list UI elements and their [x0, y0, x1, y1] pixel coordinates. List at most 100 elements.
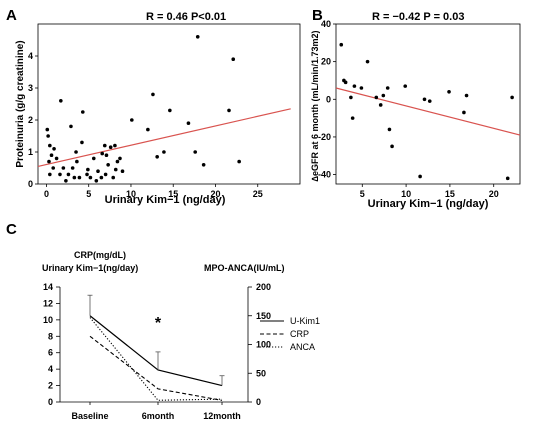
data-point — [99, 175, 104, 180]
data-point — [59, 99, 63, 103]
y-tick-label: -40 — [318, 170, 331, 180]
chart-a-title: R = 0.46 P<0.01 — [146, 11, 226, 23]
data-point — [385, 86, 390, 90]
right-y-tick-label: 200 — [256, 282, 271, 292]
data-point — [505, 176, 510, 181]
data-point — [61, 166, 66, 170]
x-tick-label: 12month — [203, 411, 241, 421]
left-y-tick-label: 10 — [43, 315, 53, 325]
y-tick-label: 1 — [28, 147, 33, 157]
data-point — [64, 179, 68, 183]
data-point — [66, 172, 71, 177]
chart-b-ylabel: ∆eGFR at 6 month (mL/min/1.73m2) — [310, 30, 320, 181]
x-tick-label: 20 — [210, 189, 220, 199]
y-tick-label: 4 — [28, 51, 33, 61]
data-point — [227, 108, 231, 113]
x-tick-label: 15 — [445, 189, 455, 199]
data-point — [418, 174, 422, 179]
chart-c-left-label-1: CRP(mg/dL) — [74, 250, 126, 260]
panel-label-b: B — [312, 7, 323, 24]
chart-c-legend: U-Kim1 CRP ANCA — [260, 316, 320, 352]
x-tick-label: 20 — [489, 189, 499, 199]
data-point — [462, 110, 466, 115]
data-point — [427, 99, 432, 103]
data-point — [74, 150, 78, 154]
chart-b-frame — [335, 23, 521, 185]
data-point — [86, 167, 90, 172]
y-tick-label: 3 — [28, 83, 33, 93]
right-y-tick-label: 50 — [256, 368, 266, 378]
data-point — [365, 59, 370, 64]
data-point — [352, 84, 357, 88]
data-point — [48, 143, 52, 148]
data-point — [130, 118, 134, 122]
data-point — [237, 159, 241, 164]
data-point — [447, 89, 451, 94]
panel-label-a: A — [6, 7, 17, 24]
data-point — [113, 167, 118, 172]
data-point — [80, 110, 85, 114]
data-point — [359, 86, 364, 90]
left-y-tick-label: 8 — [48, 331, 53, 341]
left-y-tick-label: 0 — [48, 397, 53, 407]
data-point — [111, 175, 116, 180]
x-tick-label: 5 — [86, 189, 91, 199]
chart-a: R = 0.46 P<0.01 Urinary Kim−1 (ng/day) P… — [15, 11, 301, 206]
chart-a-frame — [37, 23, 301, 185]
legend-label-crp: CRP — [290, 329, 309, 339]
data-point — [155, 155, 159, 159]
data-point — [422, 97, 427, 102]
data-point — [120, 169, 125, 173]
data-point — [85, 172, 89, 177]
left-y-tick-label: 4 — [48, 364, 53, 374]
y-tick-label: -20 — [318, 132, 331, 142]
data-point — [387, 127, 392, 132]
x-tick-label: 10 — [126, 189, 136, 199]
data-point — [464, 93, 469, 98]
data-point — [339, 42, 344, 47]
series-line-crp — [89, 335, 223, 401]
data-point — [77, 175, 82, 180]
data-point — [390, 144, 394, 149]
regression-line — [335, 87, 521, 136]
data-point — [88, 175, 93, 180]
data-point — [146, 127, 150, 132]
right-y-tick-label: 0 — [256, 397, 261, 407]
chart-c-left-label-2: Urinary Kim−1(ng/day) — [42, 263, 138, 273]
data-point — [115, 159, 120, 164]
data-point — [349, 95, 353, 100]
data-point — [52, 147, 56, 151]
data-point — [104, 153, 109, 157]
data-point — [162, 150, 166, 154]
left-y-tick-label: 14 — [43, 282, 53, 292]
regression-line — [37, 108, 291, 167]
data-point — [102, 143, 107, 148]
data-point — [49, 153, 54, 157]
data-point — [80, 140, 84, 145]
x-tick-label: 15 — [168, 189, 178, 199]
x-tick-label: 6month — [142, 411, 175, 421]
legend-label-anca: ANCA — [290, 342, 315, 352]
x-tick-label: 5 — [360, 189, 365, 199]
left-y-tick-label: 6 — [48, 348, 53, 358]
data-point — [48, 172, 52, 177]
data-point — [108, 145, 113, 149]
data-point — [46, 134, 50, 138]
data-point — [118, 156, 122, 161]
data-point — [103, 172, 108, 177]
data-point — [75, 159, 79, 164]
data-point — [51, 166, 56, 170]
y-tick-label: 40 — [321, 19, 331, 29]
legend-label-u-kim1: U-Kim1 — [290, 316, 320, 326]
data-point — [381, 93, 386, 98]
data-point — [350, 116, 355, 120]
data-point — [69, 124, 73, 129]
data-point — [186, 121, 191, 125]
panel-label-c: C — [6, 221, 17, 238]
data-point — [106, 163, 110, 167]
y-tick-label: 0 — [326, 94, 331, 104]
data-point — [94, 179, 99, 183]
x-tick-label: 10 — [401, 189, 411, 199]
chart-b: R = −0.42 P = 0.03 Urinary Kim−1 (ng/day… — [310, 11, 521, 210]
